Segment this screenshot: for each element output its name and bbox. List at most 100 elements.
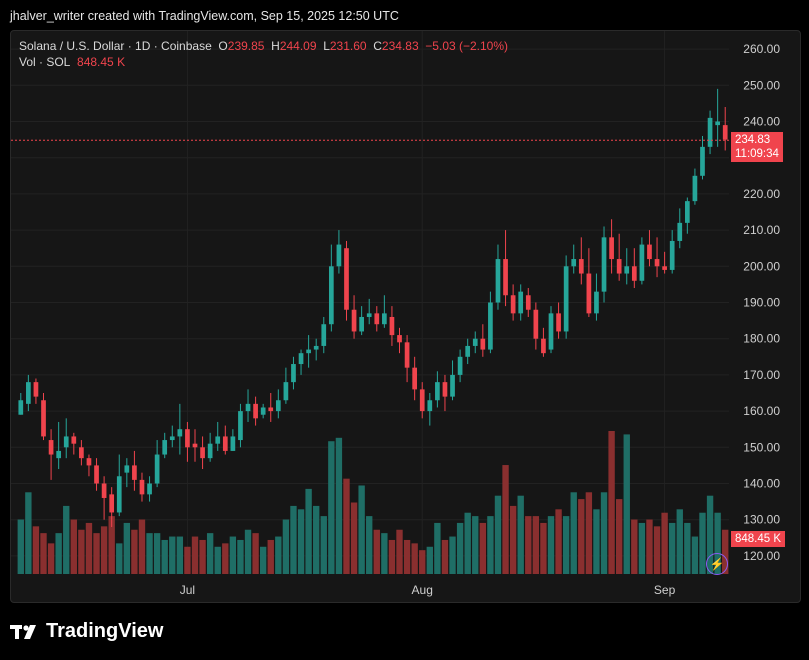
candle-body (351, 309, 357, 332)
candle (586, 248, 592, 317)
candle (109, 487, 115, 527)
candle (86, 454, 92, 477)
candle (147, 476, 152, 502)
volume-bar (184, 546, 191, 574)
open-value: 239.85 (227, 39, 265, 53)
price-tick-label: 170.00 (743, 368, 780, 382)
price-tick-label: 200.00 (743, 259, 780, 273)
candle-body (480, 338, 486, 350)
candle (397, 327, 402, 354)
candle-body (207, 443, 213, 459)
volume-bar (25, 492, 32, 574)
volume-bar (373, 529, 380, 574)
candle-body (700, 146, 705, 176)
volume-bar (100, 526, 108, 574)
candle-body (677, 222, 683, 241)
candle-body (328, 266, 334, 325)
candle-body (215, 436, 221, 444)
candle (79, 440, 84, 466)
candle-body (169, 436, 175, 441)
candle (177, 403, 183, 455)
volume-bar (653, 526, 661, 574)
volume-bar (388, 539, 396, 574)
candle (556, 302, 561, 339)
candle-body (518, 291, 524, 314)
volume-bar (335, 437, 343, 574)
volume-row: Vol · SOL 848.45 K (19, 54, 508, 70)
candle (192, 429, 198, 462)
symbol-label[interactable]: Solana / U.S. Dollar · 1D · Coinbase (19, 39, 212, 53)
time-tick-label: Sep (654, 583, 676, 597)
candle (185, 421, 190, 462)
candle-body (116, 476, 122, 513)
candle-body (336, 244, 342, 267)
volume-bar (381, 533, 388, 574)
volume-bar (275, 536, 282, 574)
volume-bar (699, 512, 706, 574)
volume-bar (131, 529, 138, 574)
tradingview-brand[interactable]: TradingView (10, 620, 163, 643)
chart-panel[interactable]: 260.00250.00240.00230.00220.00210.00200.… (10, 30, 801, 603)
ohlc-row: Solana / U.S. Dollar · 1D · Coinbase O23… (19, 38, 508, 54)
candle (26, 374, 31, 412)
candle (404, 335, 410, 383)
volume-bar (517, 495, 524, 574)
volume-bar (366, 516, 373, 574)
volume-bar (350, 502, 358, 574)
volume-bar (47, 543, 55, 574)
candle-body (71, 436, 77, 444)
candle (450, 360, 455, 401)
candle-body (238, 411, 243, 441)
candle (268, 393, 274, 422)
candle (571, 244, 577, 274)
volume-bar (313, 505, 320, 574)
volume-bar (669, 522, 676, 574)
price-chart[interactable]: 260.00250.00240.00230.00220.00210.00200.… (11, 31, 800, 602)
candle (359, 306, 364, 336)
candle (563, 255, 569, 339)
candle-body (79, 447, 84, 459)
candle-body (586, 273, 592, 314)
candle (366, 298, 372, 325)
chart-legend: Solana / U.S. Dollar · 1D · Coinbase O23… (19, 38, 508, 70)
price-tick-label: 130.00 (743, 513, 780, 527)
volume-bar (593, 509, 600, 574)
candle-body (715, 121, 720, 126)
volume-bar (456, 522, 464, 574)
volume-bar (358, 485, 365, 574)
candle (41, 393, 46, 441)
candle (63, 418, 69, 459)
candle-body (101, 483, 107, 498)
candle (616, 233, 622, 281)
candle-body (442, 382, 448, 397)
volume-bar (411, 543, 418, 574)
volume-bar (55, 533, 62, 574)
candle (336, 230, 342, 274)
candle (654, 237, 660, 278)
candle-body (692, 175, 698, 202)
volume-label[interactable]: Vol · SOL (19, 55, 71, 69)
volume-bar (297, 509, 305, 574)
candle-body (707, 117, 713, 147)
candle (298, 349, 304, 375)
quick-action-icon[interactable]: ⚡ (706, 553, 728, 575)
change-value: −5.03 (−2.10%) (425, 39, 509, 53)
candle-body (177, 429, 183, 437)
volume-bar (661, 512, 668, 574)
volume-bar (714, 512, 721, 574)
candle (609, 219, 614, 274)
high-label: H (271, 39, 280, 53)
volume-bars (17, 431, 729, 574)
candle-body (260, 407, 266, 415)
candle (238, 403, 243, 448)
volume-bar (328, 441, 335, 574)
candle-body (503, 259, 508, 296)
candle-body (488, 302, 493, 350)
volume-bar (638, 522, 646, 574)
candle (503, 230, 508, 307)
candle-body (124, 465, 130, 473)
candle (457, 349, 463, 383)
volume-bar (570, 492, 577, 574)
candle-body (563, 266, 569, 332)
volume-bar (153, 533, 161, 574)
